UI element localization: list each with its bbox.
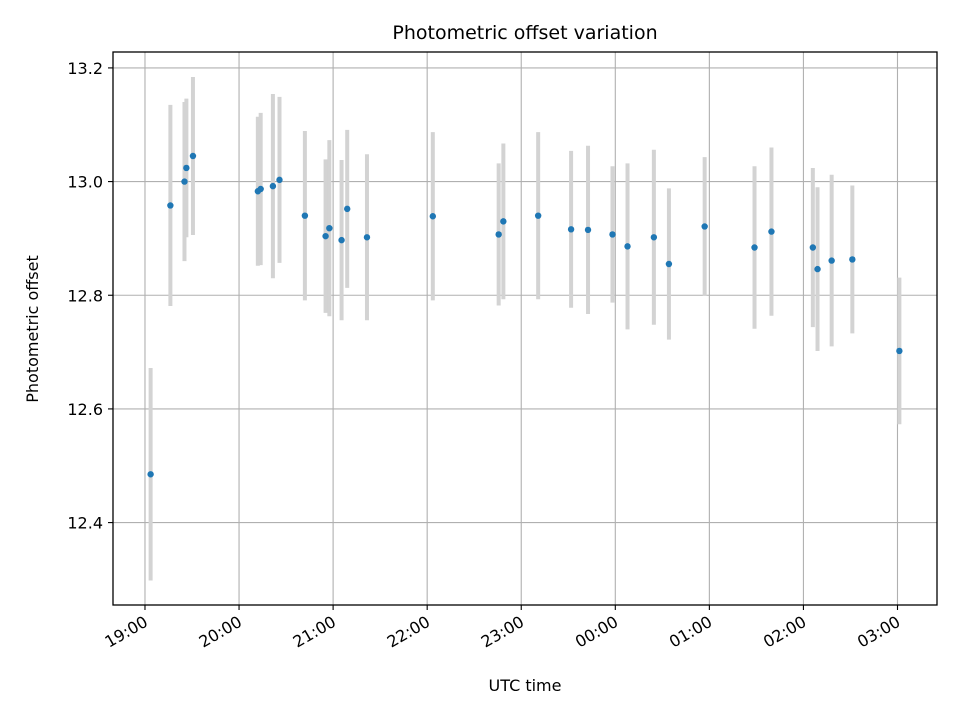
data-point (276, 176, 283, 184)
data-point (429, 213, 437, 220)
data-point (665, 260, 673, 268)
y-tick-label: 13.2 (67, 59, 103, 78)
data-point (828, 257, 835, 264)
y-tick-label: 12.4 (67, 514, 103, 533)
data-point (147, 471, 154, 478)
data-point (609, 231, 616, 238)
y-tick-label: 13.0 (67, 173, 103, 192)
point-layer (147, 152, 903, 478)
data-point (896, 347, 903, 355)
data-point (257, 185, 264, 193)
data-point (167, 202, 174, 209)
data-point (183, 164, 190, 172)
y-tick-label: 12.8 (67, 286, 103, 305)
data-point (751, 244, 758, 251)
plot-frame (112, 51, 938, 606)
data-point (567, 226, 575, 233)
data-point (338, 236, 345, 244)
data-point (814, 265, 821, 273)
data-point (189, 152, 197, 160)
y-tick-label: 12.6 (67, 400, 103, 419)
data-point (534, 212, 542, 219)
data-point (650, 234, 658, 241)
y-axis-label: Photometric offset (23, 255, 42, 403)
x-axis-label: UTC time (489, 676, 562, 695)
data-point (624, 243, 631, 250)
data-point (701, 223, 708, 230)
data-point (181, 178, 188, 185)
data-point (269, 182, 277, 190)
chart-title: Photometric offset variation (392, 22, 657, 44)
data-point (495, 231, 502, 238)
data-point (363, 234, 371, 241)
data-point (500, 218, 507, 225)
data-point (322, 232, 329, 240)
data-point (344, 205, 351, 213)
data-point (326, 224, 333, 232)
data-point (849, 256, 856, 263)
grid-layer (113, 52, 937, 605)
data-point (809, 244, 817, 251)
data-point (584, 226, 592, 234)
data-point (768, 228, 775, 235)
data-point (301, 212, 309, 219)
